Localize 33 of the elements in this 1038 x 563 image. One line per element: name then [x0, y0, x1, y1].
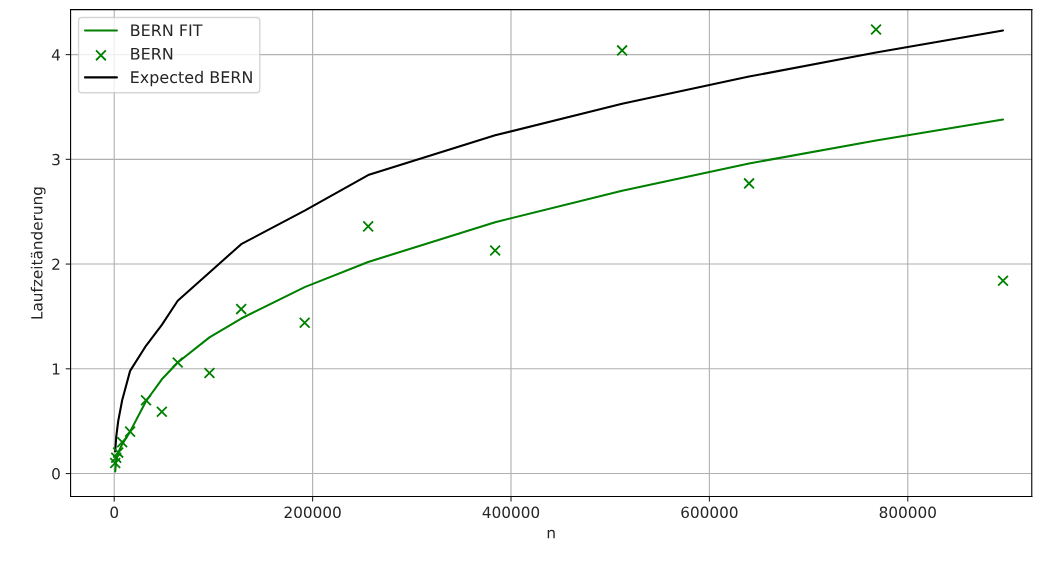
point — [203, 367, 216, 379]
x-tick-label: 400000 — [482, 506, 540, 519]
point — [109, 457, 122, 469]
point — [112, 446, 125, 459]
point — [110, 451, 123, 464]
legend-label: Expected BERN — [131, 70, 252, 87]
y-tick-label: 1 — [52, 363, 60, 375]
legend-label: BERN — [131, 47, 173, 60]
x-tick-label: 200000 — [284, 506, 341, 519]
point — [616, 44, 628, 57]
y-axis-title: Laufzeitänderung — [30, 187, 46, 319]
point — [156, 405, 168, 418]
legend-label: BERN FIT — [131, 24, 203, 37]
x-axis-title: n — [547, 529, 555, 539]
point — [489, 244, 501, 257]
point — [171, 356, 184, 369]
line-series — [114, 118, 1005, 473]
y-tick-label: 3 — [52, 153, 60, 166]
y-tick-label: 2 — [52, 258, 60, 270]
point — [140, 394, 152, 407]
point — [116, 436, 128, 448]
x-tick-label: 800000 — [879, 506, 936, 519]
point — [362, 220, 374, 233]
point — [298, 316, 311, 329]
x-tick-label: 600000 — [681, 506, 738, 519]
y-tick-label: 0 — [52, 467, 60, 480]
point — [997, 275, 1009, 287]
x-tick-label: 0 — [110, 506, 119, 519]
point — [124, 425, 136, 438]
point — [870, 23, 882, 36]
point — [743, 177, 755, 190]
point — [235, 303, 248, 315]
y-tick-label: 4 — [51, 49, 60, 61]
